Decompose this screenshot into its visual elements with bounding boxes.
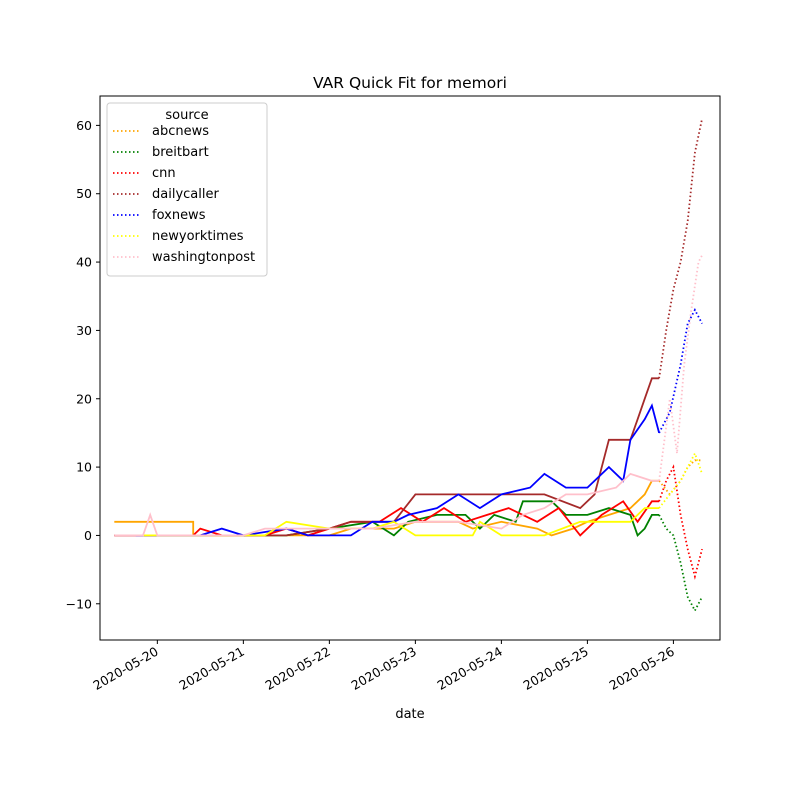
y-tick-label: 30 (76, 323, 92, 338)
y-tick-label: 20 (76, 391, 92, 406)
legend-label-abcnews: abcnews (152, 124, 209, 139)
series-forecast-dailycaller (658, 118, 703, 379)
series-observed-breitbart (143, 500, 660, 538)
y-tick-label: 60 (76, 118, 92, 133)
series-observed-dailycaller (114, 377, 660, 537)
legend-title: source (165, 108, 208, 123)
plot-frame (99, 95, 721, 641)
legend-label-washingtonpost: washingtonpost (152, 250, 255, 265)
series-observed-newyorktimes (143, 507, 660, 537)
series-observed-foxnews (135, 403, 660, 537)
series-forecast-cnn (658, 464, 703, 580)
series-forecast-foxnews (658, 307, 703, 434)
legend: source abcnews breitbart cnn dailycaller fox… (106, 102, 268, 277)
legend-label-dailycaller: dailycaller (152, 187, 219, 202)
legend-label-newyorktimes: newyorktimes (152, 229, 244, 244)
series-forecast-newyorktimes (658, 451, 703, 509)
x-axis-label: date (395, 707, 424, 722)
series-forecast-abcnews (658, 459, 703, 496)
legend-label-cnn: cnn (152, 166, 176, 181)
y-tick-label: 40 (76, 255, 92, 270)
y-tick-label: 10 (76, 460, 92, 475)
legend-label-foxnews: foxnews (152, 208, 206, 223)
series-observed-washingtonpost (114, 472, 660, 537)
y-tick-label: 50 (76, 186, 92, 201)
legend-label-breitbart: breitbart (152, 145, 209, 160)
y-tick-label: −10 (66, 596, 92, 611)
chart-title: VAR Quick Fit for memori (313, 74, 507, 92)
y-tick-label: 0 (84, 528, 92, 543)
y-axis: −10 0 10 20 30 40 50 60 (66, 118, 100, 611)
legend-box (106, 102, 268, 277)
